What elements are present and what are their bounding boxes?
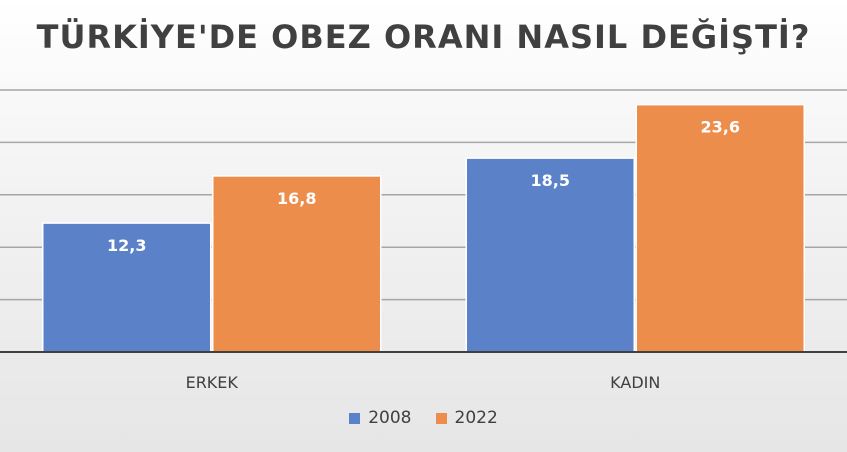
legend-swatch <box>349 412 361 424</box>
legend-swatch <box>435 412 447 424</box>
legend-label: 2008 <box>368 408 412 428</box>
legend-label: 2022 <box>454 408 498 428</box>
category-label: ERKEK <box>186 373 239 392</box>
data-label: 18,5 <box>531 171 570 190</box>
chart-title: TÜRKİYE'DE OBEZ ORANI NASIL DEĞİŞTİ? <box>36 18 811 56</box>
bar-2008-kadin <box>465 157 635 353</box>
bar-2022-erkek <box>212 175 382 353</box>
data-label: 12,3 <box>107 236 146 255</box>
bar-2022-kadin <box>635 103 805 353</box>
legend-item: 2008 <box>349 408 412 428</box>
data-label: 23,6 <box>701 118 740 137</box>
legend-item: 2022 <box>435 408 498 428</box>
category-label: KADIN <box>610 373 660 392</box>
data-label: 16,8 <box>277 189 316 208</box>
bar-2008-erkek <box>42 222 212 353</box>
legend: 2008 2022 <box>0 408 847 428</box>
